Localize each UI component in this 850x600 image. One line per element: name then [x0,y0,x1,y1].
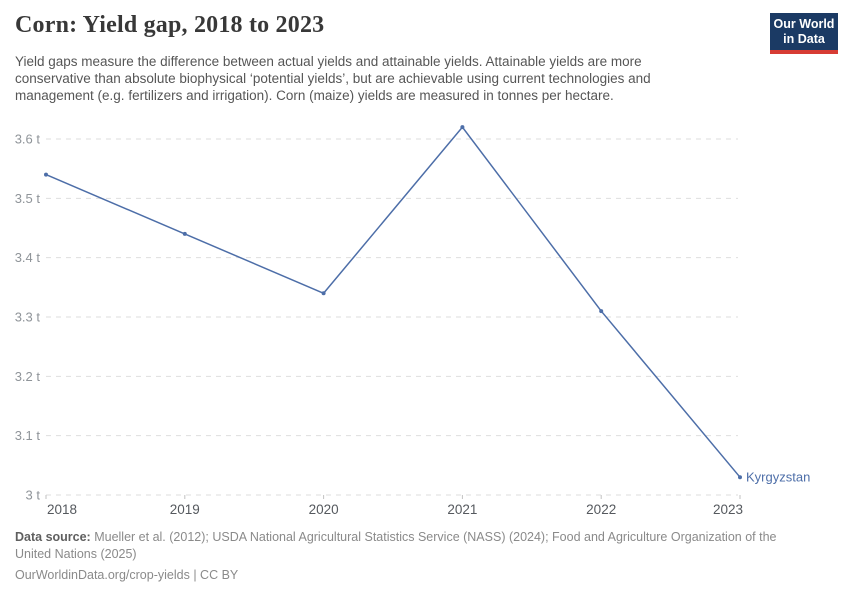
x-axis-tick-label: 2019 [170,502,200,517]
y-axis-tick-label: 3.4 t [15,250,41,265]
owid-logo-line1: Our World [773,17,835,31]
x-axis-tick-label: 2022 [586,502,616,517]
x-axis-tick-label: 2020 [309,502,339,517]
y-axis-tick-label: 3.1 t [15,428,41,443]
chart-title: Corn: Yield gap, 2018 to 2023 [15,12,325,38]
chart-subtitle-line: conservative than absolute biophysical ‘… [15,71,651,86]
data-point[interactable] [738,475,742,480]
x-axis-tick-label: 2021 [447,502,477,517]
license-suffix: | CC BY [189,568,239,582]
x-axis-tick-label: 2018 [47,502,77,517]
owid-logo[interactable]: Our World in Data [770,13,838,54]
owid-logo-box: Our World in Data [770,13,838,50]
data-point[interactable] [182,231,187,236]
data-point[interactable] [321,291,326,296]
chart-subtitle-line: management (e.g. fertilizers and irrigat… [15,88,614,103]
y-axis-tick-label: 3.5 t [15,191,41,206]
license-url-link[interactable]: OurWorldinData.org/crop-yields [15,568,190,582]
chart-subtitle-line: Yield gaps measure the difference betwee… [15,54,642,69]
chart-subtitle: Yield gaps measure the difference betwee… [15,53,730,104]
data-source-label: Data source: [15,530,91,544]
data-source-text: Mueller et al. (2012); USDA National Agr… [15,530,777,561]
y-axis-tick-label: 3.6 t [15,132,41,147]
license-note: OurWorldinData.org/crop-yields | CC BY [15,568,238,582]
owid-logo-line2: in Data [783,32,825,46]
x-axis-tick-label: 2023 [713,502,743,517]
data-line[interactable] [45,126,741,478]
y-axis-tick-label: 3.2 t [15,369,41,384]
entity-label[interactable]: Kyrgyzstan [746,470,810,485]
y-axis-tick-label: 3 t [26,488,41,503]
owid-logo-accent-bar [770,50,838,54]
y-axis-tick-label: 3.3 t [15,310,41,325]
data-point[interactable] [44,172,48,177]
data-source-note: Data source: Mueller et al. (2012); USDA… [15,529,815,563]
data-point[interactable] [460,125,465,130]
data-point[interactable] [599,309,604,314]
